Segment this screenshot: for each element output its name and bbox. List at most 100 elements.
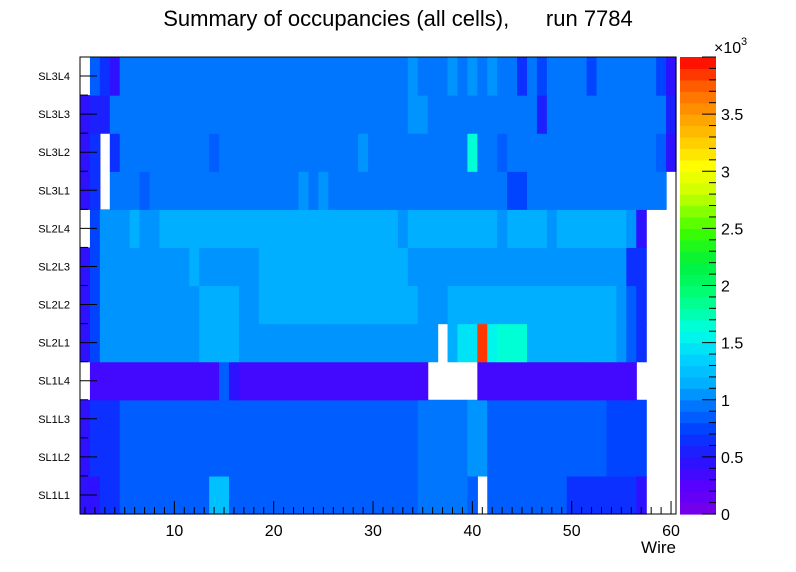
heatmap-cell — [626, 475, 637, 515]
colorbar-band — [680, 262, 716, 275]
heatmap-cell — [278, 323, 290, 363]
heatmap-cell — [129, 171, 141, 210]
heatmap-cell — [527, 95, 538, 134]
heatmap-cell — [517, 323, 528, 363]
colorbar-band — [680, 125, 716, 138]
heatmap-cell — [556, 57, 568, 96]
heatmap-cell — [189, 95, 200, 134]
heatmap-cell — [258, 95, 270, 134]
heatmap-cell — [527, 247, 538, 287]
heatmap-cell — [229, 399, 240, 439]
heatmap-cell — [447, 95, 459, 134]
heatmap-cell — [576, 95, 588, 134]
heatmap-cell — [487, 323, 498, 363]
heatmap-cell — [368, 57, 379, 96]
heatmap-cell — [129, 285, 141, 325]
heatmap-cell — [308, 475, 319, 515]
heatmap-cell — [149, 475, 161, 515]
heatmap-cell — [199, 133, 210, 172]
heatmap-cell — [457, 171, 468, 210]
heatmap-cell — [209, 437, 220, 477]
heatmap-cell — [556, 285, 568, 325]
heatmap-cell — [219, 133, 230, 172]
heatmap-cell — [238, 247, 250, 287]
heatmap-cell — [328, 475, 339, 515]
heatmap-cell — [417, 95, 429, 134]
heatmap-cell — [576, 437, 588, 477]
heatmap-cell — [457, 209, 468, 249]
heatmap-cell — [467, 133, 478, 172]
heatmap-cell — [189, 437, 200, 477]
heatmap-cell — [507, 361, 518, 401]
heatmap-cell — [238, 285, 250, 325]
heatmap-cell — [417, 399, 429, 439]
heatmap-cell — [457, 133, 468, 172]
heatmap-cell — [626, 95, 637, 134]
heatmap-cell — [527, 437, 538, 477]
heatmap-cell — [407, 475, 419, 515]
heatmap-cell — [616, 399, 627, 439]
heatmap-cell — [427, 133, 439, 172]
heatmap-cell — [119, 475, 131, 515]
heatmap-cell — [298, 247, 310, 287]
heatmap-cell — [447, 437, 459, 477]
heatmap-cell — [616, 361, 627, 401]
heatmap-cell — [387, 437, 399, 477]
heatmap-cell — [467, 247, 478, 287]
heatmap-cell — [99, 475, 111, 515]
heatmap-cell — [189, 475, 200, 515]
row-label: SL2L4 — [38, 223, 70, 235]
heatmap-cell — [109, 95, 121, 134]
heatmap-cell — [427, 57, 439, 96]
heatmap-cell — [497, 247, 508, 287]
heatmap-cell — [596, 285, 608, 325]
heatmap-cell — [129, 323, 141, 363]
heatmap-cell — [189, 57, 200, 96]
heatmap-cell — [169, 133, 180, 172]
colorbar-band — [680, 159, 716, 172]
heatmap-cell — [358, 323, 369, 363]
heatmap-cell — [308, 57, 319, 96]
heatmap-cell — [378, 285, 389, 325]
colorbar-tick-label: 3 — [721, 164, 730, 181]
heatmap-cell — [407, 133, 419, 172]
heatmap-cell — [268, 95, 280, 134]
heatmap-cell — [119, 209, 131, 249]
heatmap-cell — [189, 171, 200, 210]
heatmap-cell — [318, 209, 329, 249]
heatmap-cell — [447, 247, 459, 287]
heatmap-cell — [387, 57, 399, 96]
colorbar-band — [680, 228, 716, 241]
heatmap-cell — [209, 133, 220, 172]
heatmap-cell — [467, 285, 478, 325]
heatmap-cell — [527, 323, 538, 363]
heatmap-cell — [556, 361, 568, 401]
heatmap-cell — [99, 209, 111, 249]
heatmap-cell — [497, 437, 508, 477]
heatmap-cell — [378, 209, 389, 249]
heatmap-cell — [119, 361, 131, 401]
heatmap-cell — [368, 171, 379, 210]
heatmap-cell — [99, 361, 111, 401]
heatmap-cell — [288, 399, 300, 439]
colorbar-exponent: 3 — [741, 36, 747, 48]
heatmap-cell — [258, 361, 270, 401]
heatmap-cell — [536, 399, 548, 439]
heatmap-cell — [656, 57, 667, 96]
heatmap-cell — [576, 399, 588, 439]
row-label: SL3L4 — [38, 71, 70, 83]
heatmap-cell — [437, 133, 449, 172]
heatmap-cell — [536, 247, 548, 287]
heatmap-cell — [99, 437, 111, 477]
heatmap-cell — [477, 399, 488, 439]
heatmap-cell — [397, 57, 409, 96]
heatmap-cell — [119, 57, 131, 96]
heatmap-cell — [189, 133, 200, 172]
heatmap-cell — [99, 247, 111, 287]
heatmap-cell — [447, 57, 459, 96]
heatmap-cell — [387, 361, 399, 401]
heatmap-cell — [536, 171, 548, 210]
heatmap-cell — [109, 247, 121, 287]
heatmap-cell — [149, 323, 161, 363]
heatmap-cell — [248, 247, 260, 287]
